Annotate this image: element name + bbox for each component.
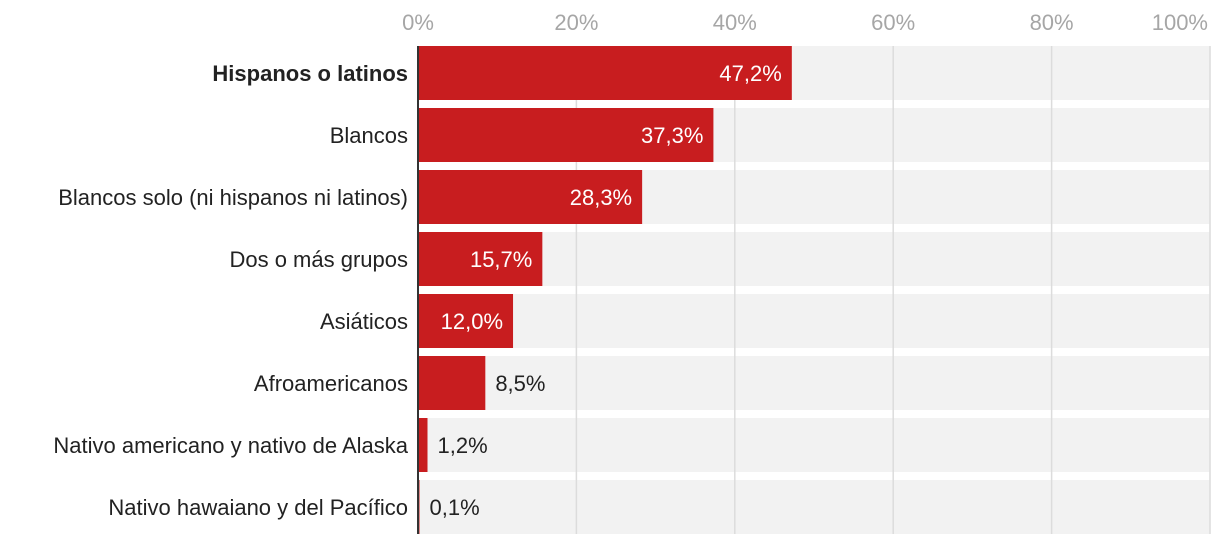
bar-track <box>418 232 1210 286</box>
value-label: 47,2% <box>719 61 781 86</box>
bar <box>418 356 486 410</box>
x-tick-label: 100% <box>1152 10 1208 35</box>
category-label: Dos o más grupos <box>229 247 408 272</box>
value-label: 0,1% <box>430 495 480 520</box>
category-label: Afroamericanos <box>254 371 408 396</box>
x-axis-ticks: 0% 20% 40% 60% 80% 100% <box>402 10 1208 35</box>
bars <box>418 46 792 534</box>
x-tick-label: 40% <box>713 10 757 35</box>
category-label: Asiáticos <box>320 309 408 334</box>
x-tick-label: 60% <box>871 10 915 35</box>
category-label: Hispanos o latinos <box>212 61 408 86</box>
bar-track <box>418 418 1210 472</box>
category-labels: Hispanos o latinos Blancos Blancos solo (n… <box>53 61 408 520</box>
category-label: Nativo hawaiano y del Pacífico <box>108 495 408 520</box>
bar <box>418 294 514 348</box>
x-tick-label: 80% <box>1030 10 1074 35</box>
x-tick-label: 0% <box>402 10 434 35</box>
value-label: 28,3% <box>570 185 632 210</box>
bar-track <box>418 356 1210 410</box>
bar <box>418 46 792 100</box>
bar <box>418 232 543 286</box>
category-label: Nativo americano y nativo de Alaska <box>53 433 408 458</box>
value-labels: 47,2% 37,3% 28,3% 15,7% 12,0% 8,5% 1,2% 0,1% <box>430 61 782 520</box>
bar <box>418 108 714 162</box>
bar-tracks <box>418 46 1210 534</box>
bar-track <box>418 480 1210 534</box>
x-tick-label: 20% <box>554 10 598 35</box>
value-label: 12,0% <box>441 309 503 334</box>
value-label: 8,5% <box>495 371 545 396</box>
value-label: 37,3% <box>641 123 703 148</box>
value-label: 1,2% <box>438 433 488 458</box>
bar-track <box>418 294 1210 348</box>
bar <box>418 418 428 472</box>
value-label: 15,7% <box>470 247 532 272</box>
bar <box>418 170 643 224</box>
category-label: Blancos <box>330 123 408 148</box>
category-label: Blancos solo (ni hispanos ni latinos) <box>58 185 408 210</box>
